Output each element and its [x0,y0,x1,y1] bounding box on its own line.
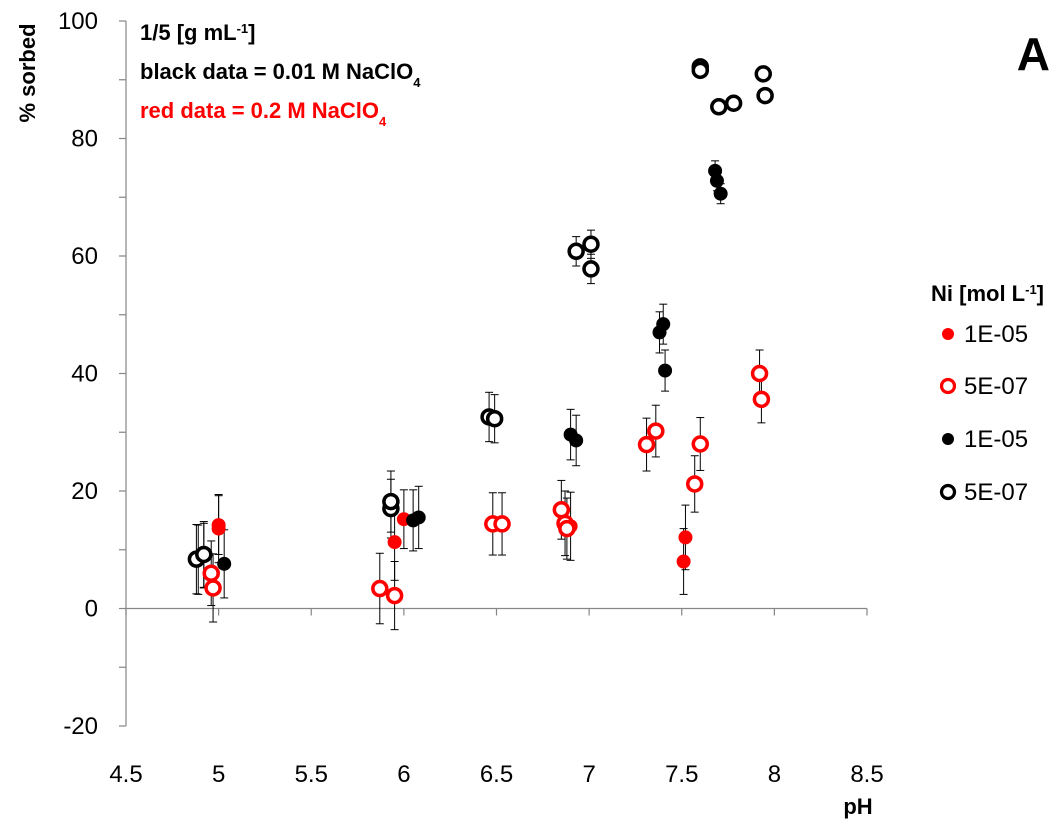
data-point [724,94,743,112]
data-point [217,556,232,571]
legend-entry: 5E-07 [939,373,1028,400]
y-tick-label: 0 [85,596,98,623]
data-point [211,521,226,536]
data-point [709,173,724,188]
x-tick-label: 8.5 [850,761,883,788]
y-tick-label: -20 [63,713,98,740]
data-point [569,433,584,448]
legend-label: 5E-07 [964,479,1028,506]
x-tick-label: 8 [768,761,781,788]
x-tick-label: 5.5 [295,761,328,788]
data-point [204,579,222,597]
error-bars [192,61,770,631]
data-point [485,409,504,428]
x-tick-label: 4.5 [109,761,142,788]
data-point [195,545,213,564]
legend: Ni [mol L-1] 1E-05 5E-07 1E-05 5E-07 [931,281,1044,506]
y-axis-title: % sorbed [15,23,40,122]
data-point [713,186,728,201]
y-tick-label: 100 [58,8,98,35]
data-point [754,65,773,83]
data-point [656,317,671,332]
data-point [678,530,693,545]
data-point [676,554,691,569]
data-point [385,586,404,605]
legend-marker [939,483,957,501]
x-tick-label: 5 [212,761,225,788]
panel-label: A [1017,28,1050,80]
legend-label: 1E-05 [964,426,1028,453]
data-point [710,98,728,116]
legend-marker [939,377,957,395]
legend-entry: 1E-05 [942,426,1028,453]
x-tick-label: 7.5 [665,761,698,788]
annotations: 1/5 [g mL-1] black data = 0.01 M NaClO4 re… [140,20,1050,129]
data-point [582,235,600,253]
annotation-line: red data = 0.2 M NaClO4 [140,98,387,129]
x-axis-title: pH [843,794,872,819]
y-tick-label: 80 [71,126,98,153]
data-point [371,579,389,598]
x-tick-label: 6.5 [480,761,513,788]
data-point [752,390,771,409]
data-point [493,515,511,533]
data-point [582,260,600,278]
data-point [685,475,704,493]
y-tick-label: 40 [71,361,98,388]
data-point [691,61,710,80]
data-point [558,519,576,538]
legend-title: Ni [mol L-1] [931,281,1044,306]
data-point [382,492,400,511]
data-point [647,422,665,440]
data-points [187,58,774,605]
data-point [756,86,774,105]
legend-label: 5E-07 [964,373,1028,400]
legend-marker [942,328,954,340]
annotation-line: 1/5 [g mL-1] [140,20,255,45]
annotation-line: black data = 0.01 M NaClO4 [140,59,421,90]
legend-entry: 1E-05 [942,321,1028,348]
x-tick-label: 6 [397,761,410,788]
axes: -20 0 20 40 60 80 100 4.5 5 5.5 6 6.5 7 7.5 8 8.5 pH % so… [15,8,884,819]
data-point [567,242,585,261]
legend-entry: 5E-07 [939,479,1028,506]
y-tick-label: 20 [71,478,98,505]
data-point [691,435,710,453]
x-tick-label: 7 [582,761,595,788]
legend-marker [942,433,954,445]
data-point [387,535,402,550]
data-point [637,435,656,454]
data-point [411,510,426,525]
data-point [750,364,769,383]
y-tick-label: 60 [71,243,98,270]
data-point [658,363,673,378]
legend-label: 1E-05 [964,321,1028,348]
data-point [202,564,220,582]
